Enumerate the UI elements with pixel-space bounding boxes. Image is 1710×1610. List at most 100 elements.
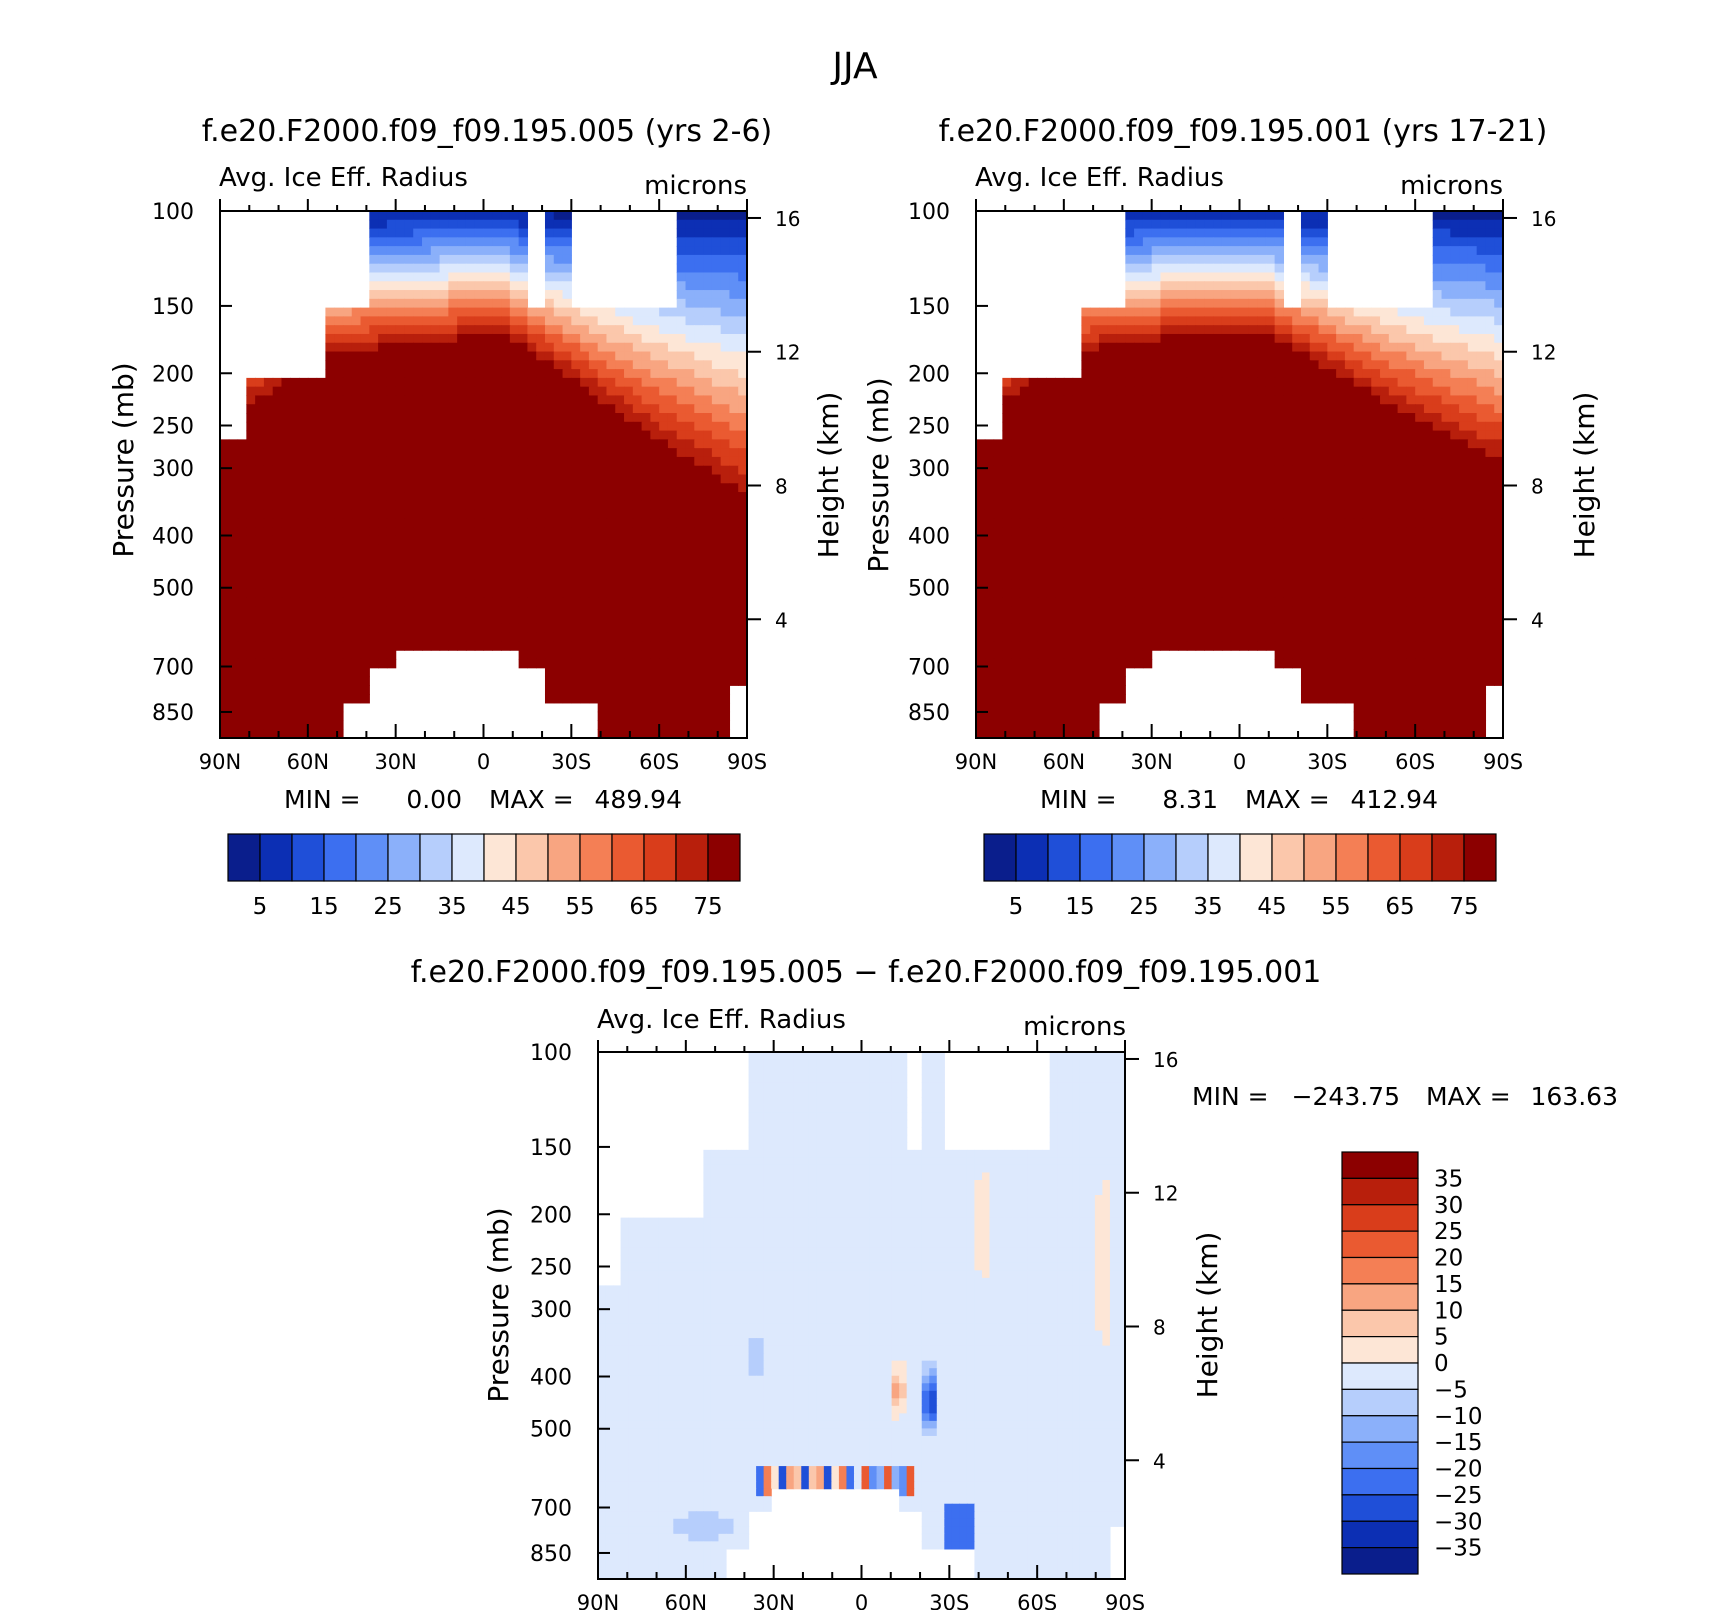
field-cell bbox=[1204, 535, 1214, 546]
field-cell bbox=[474, 448, 485, 458]
field-cell bbox=[1142, 360, 1153, 370]
field-cell bbox=[1300, 228, 1311, 238]
field-cell bbox=[1406, 448, 1416, 458]
field-cell bbox=[386, 544, 397, 555]
field-cell bbox=[544, 509, 555, 520]
field-cell bbox=[492, 316, 502, 326]
field-cell bbox=[1028, 377, 1039, 388]
field-cell bbox=[1257, 377, 1267, 388]
field-cell bbox=[351, 404, 362, 414]
field-cell bbox=[316, 430, 326, 440]
field-cell bbox=[606, 307, 616, 317]
field-cell bbox=[685, 553, 695, 563]
field-cell bbox=[544, 369, 555, 379]
field-cell bbox=[624, 465, 634, 476]
field-cell bbox=[1450, 351, 1460, 361]
field-cell bbox=[1450, 307, 1460, 317]
field-cell bbox=[404, 263, 414, 274]
field-cell bbox=[1186, 281, 1197, 291]
field-cell bbox=[1265, 527, 1276, 537]
field-cell bbox=[1476, 430, 1487, 440]
field-cell bbox=[738, 228, 748, 238]
field-cell bbox=[597, 430, 608, 440]
field-cell bbox=[536, 658, 546, 669]
field-cell bbox=[474, 500, 485, 511]
field-cell bbox=[720, 263, 731, 274]
field-cell bbox=[641, 518, 651, 528]
field-cell bbox=[1072, 562, 1082, 572]
field-cell bbox=[711, 553, 722, 563]
field-cell bbox=[676, 518, 687, 528]
field-cell bbox=[378, 562, 388, 572]
y-tick-label-left: 700 bbox=[152, 656, 194, 681]
field-cell bbox=[729, 219, 739, 230]
field-cell bbox=[483, 263, 493, 274]
field-cell bbox=[1248, 281, 1258, 291]
field-cell bbox=[1283, 351, 1293, 361]
field-cell bbox=[729, 281, 739, 291]
field-cell bbox=[1221, 500, 1232, 511]
field-cell bbox=[1213, 211, 1223, 221]
field-cell bbox=[342, 421, 353, 432]
field-cell bbox=[1125, 386, 1135, 397]
field-cell bbox=[290, 720, 300, 730]
field-cell bbox=[465, 553, 476, 563]
field-cell bbox=[1213, 448, 1223, 458]
field-cell bbox=[1160, 377, 1170, 388]
field-cell bbox=[606, 342, 616, 353]
field-cell bbox=[316, 702, 326, 713]
field-cell bbox=[378, 263, 388, 274]
field-cell bbox=[299, 448, 309, 458]
field-cell bbox=[448, 509, 458, 520]
field-cell bbox=[360, 351, 370, 361]
field-cell bbox=[606, 439, 616, 449]
field-cell bbox=[720, 272, 731, 282]
field-cell bbox=[615, 413, 625, 423]
field-cell bbox=[1239, 351, 1249, 361]
field-cell bbox=[1318, 421, 1328, 432]
field-cell bbox=[1432, 237, 1443, 247]
field-cell bbox=[1125, 439, 1135, 449]
field-cell bbox=[351, 588, 362, 599]
field-cell bbox=[1098, 562, 1109, 572]
field-cell bbox=[1380, 527, 1390, 537]
field-cell bbox=[553, 272, 564, 282]
field-cell bbox=[632, 711, 643, 722]
field-cell bbox=[1485, 219, 1495, 230]
field-cell bbox=[650, 588, 660, 599]
field-cell bbox=[562, 615, 572, 625]
field-cell bbox=[501, 404, 511, 414]
field-cell bbox=[615, 711, 625, 722]
field-cell bbox=[694, 404, 704, 414]
field-cell bbox=[369, 342, 379, 353]
field-cell bbox=[606, 553, 616, 563]
field-cell bbox=[448, 377, 458, 388]
field-cell bbox=[1353, 360, 1364, 370]
field-cell bbox=[404, 369, 414, 379]
field-cell bbox=[729, 439, 739, 449]
field-cell bbox=[1459, 500, 1469, 511]
field-cell bbox=[360, 333, 370, 344]
field-cell bbox=[1151, 298, 1162, 309]
field-cell bbox=[334, 342, 344, 353]
field-cell bbox=[588, 597, 599, 607]
field-cell bbox=[334, 474, 344, 484]
field-cell bbox=[395, 553, 406, 563]
field-cell bbox=[1090, 333, 1100, 344]
field-cell bbox=[1265, 272, 1276, 282]
field-cell bbox=[1011, 544, 1021, 555]
field-cell bbox=[334, 623, 344, 634]
colorbar-label: 15 bbox=[309, 894, 338, 920]
field-cell bbox=[606, 527, 616, 537]
field-cell bbox=[342, 307, 353, 317]
field-cell bbox=[501, 272, 511, 282]
field-cell bbox=[1072, 421, 1082, 432]
field-cell bbox=[685, 272, 695, 282]
field-cell bbox=[1090, 325, 1100, 335]
field-cell bbox=[378, 316, 388, 326]
field-cell bbox=[1494, 386, 1504, 397]
field-cell bbox=[386, 641, 397, 651]
field-cell bbox=[430, 571, 441, 581]
field-cell bbox=[729, 544, 739, 555]
field-cell bbox=[624, 474, 634, 484]
